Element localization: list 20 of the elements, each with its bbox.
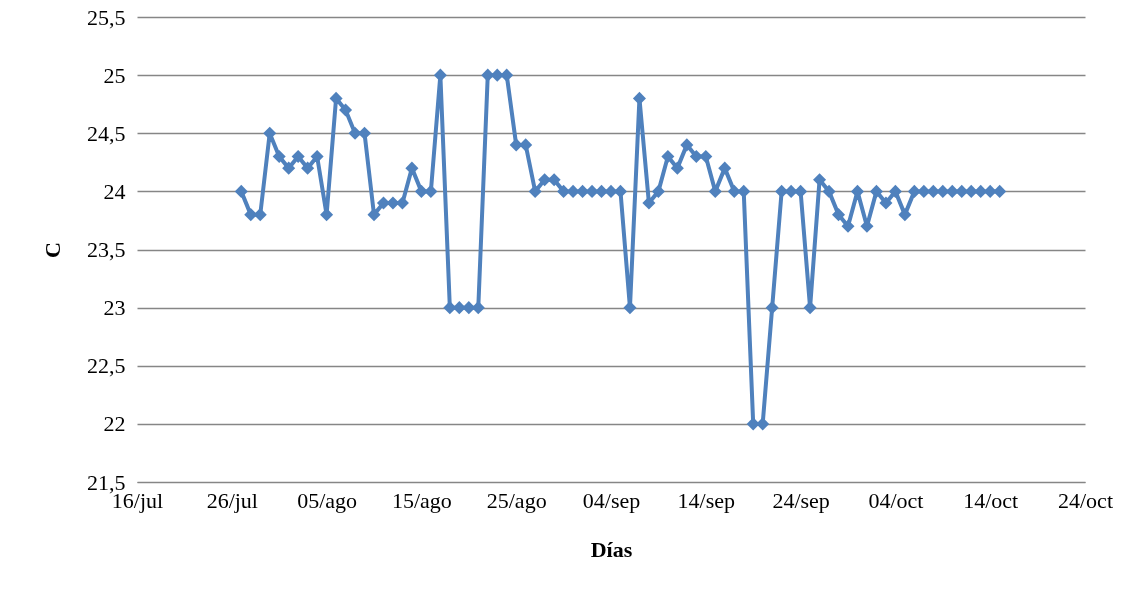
- x-axis-title: Días: [590, 536, 633, 562]
- x-tick-label: 25/ago: [486, 487, 547, 513]
- x-tick-label: 24/oct: [1058, 487, 1113, 513]
- x-tick-label: 26/jul: [206, 487, 258, 513]
- x-tick-label: 04/oct: [868, 487, 924, 513]
- x-tick-label: 05/ago: [297, 487, 358, 513]
- y-axis-title: C: [40, 242, 65, 258]
- x-tick-label: 15/ago: [391, 487, 452, 513]
- y-tick-label: 22,5: [87, 353, 126, 379]
- x-tick-label: 14/sep: [677, 487, 736, 513]
- y-tick-label: 25,5: [87, 4, 126, 30]
- x-tick-label: 04/sep: [582, 487, 641, 513]
- y-tick-label: 22: [103, 411, 126, 437]
- y-tick-label: 24: [103, 178, 126, 204]
- y-tick-label: 23: [103, 295, 126, 321]
- y-tick-label: 25: [103, 62, 126, 88]
- x-tick-label: 24/sep: [772, 487, 830, 513]
- x-tick-label: 14/oct: [963, 487, 1019, 513]
- y-tick-label: 23,5: [87, 237, 126, 262]
- y-tick-label: 24,5: [87, 120, 126, 146]
